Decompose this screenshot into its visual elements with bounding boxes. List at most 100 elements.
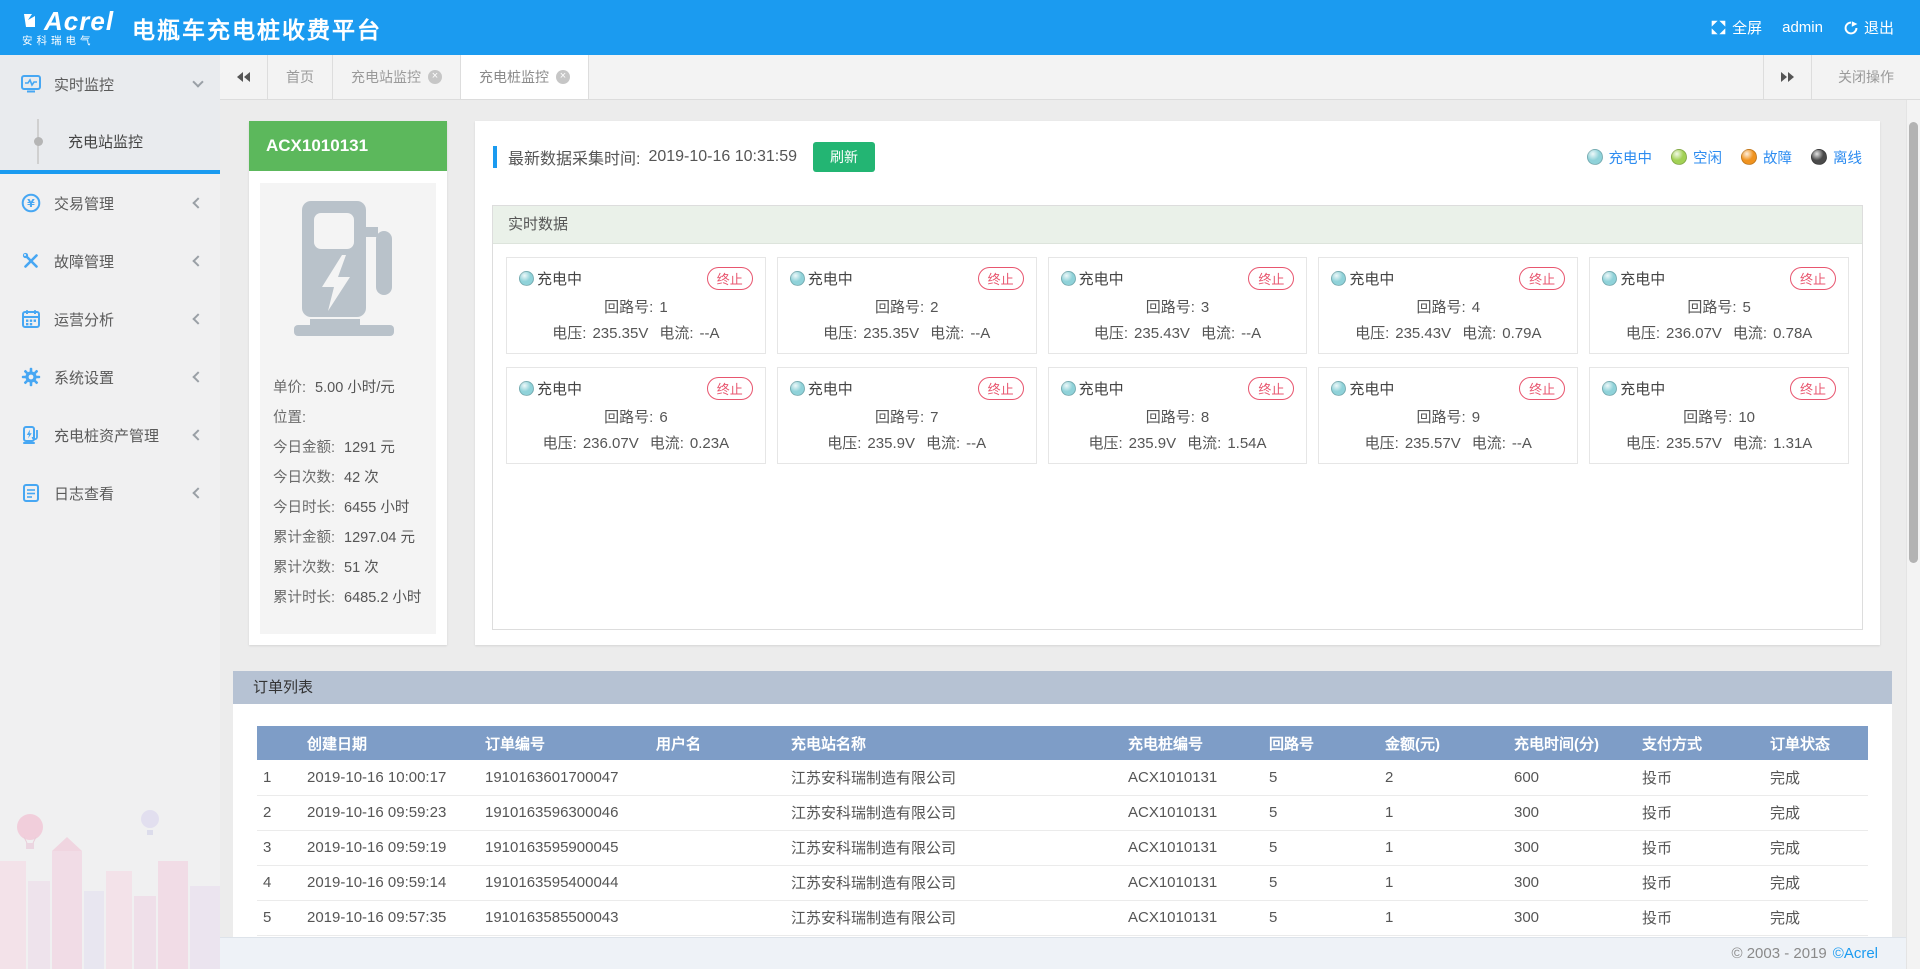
cell-pile-id: ACX1010131 — [1122, 760, 1263, 795]
circuit-no-value: 2 — [930, 299, 938, 316]
terminate-button[interactable]: 终止 — [1790, 267, 1836, 290]
device-id-header: ACX1010131 — [249, 121, 447, 171]
tab-station-monitor[interactable]: 充电站监控 — [333, 55, 461, 99]
acrel-link[interactable]: ©Acrel — [1833, 945, 1878, 962]
stat-label: 累计金额: — [273, 523, 335, 553]
stat-row: 累计金额: 1297.04 元 — [273, 523, 436, 553]
terminate-button[interactable]: 终止 — [978, 377, 1024, 400]
cell-order-status: 完成 — [1764, 865, 1868, 900]
terminate-button[interactable]: 终止 — [1519, 267, 1565, 290]
orders-table: 创建日期 订单编号 用户名 充电站名称 充电桩编号 回路号 金额(元) 充电时间… — [257, 726, 1868, 936]
circuit-number-row: 回路号: 2 — [790, 296, 1024, 317]
status-legend: 充电中 空闲 故障 离线 — [1587, 147, 1863, 168]
timeline-decoration — [37, 119, 39, 164]
circuit-status-label: 充电中 — [808, 378, 853, 399]
tabs-scroll-right-button[interactable] — [1763, 55, 1811, 99]
chevron-left-icon — [192, 197, 203, 208]
circuit-status-label: 充电中 — [1349, 378, 1394, 399]
stat-row: 累计次数: 51 次 — [273, 553, 436, 583]
cell-username — [650, 760, 785, 795]
voltage-label: 电压: — [552, 325, 586, 342]
sidebar-item-station-monitor[interactable]: 充电站监控 — [0, 113, 220, 170]
logout-label: 退出 — [1864, 17, 1894, 38]
circuit-no-label: 回路号: — [875, 299, 924, 316]
sidebar-item-logs[interactable]: 日志查看 — [0, 464, 220, 522]
circuit-number-row: 回路号:4 — [1331, 296, 1565, 317]
device-stats-list: 单价: 5.00 小时/元 位置: 今日金额: 1291 元 今日次数: 42 … — [260, 361, 436, 613]
copyright-text: © 2003 - 2019 — [1731, 945, 1826, 962]
circuit-no-label: 回路号: — [1146, 299, 1195, 316]
circuit-status-label: 充电中 — [1620, 378, 1665, 399]
device-card-body: 单价: 5.00 小时/元 位置: 今日金额: 1291 元 今日次数: 42 … — [260, 183, 436, 634]
cell-charge-minutes: 300 — [1508, 830, 1636, 865]
chevron-left-icon — [192, 255, 203, 266]
sidebar-item-analytics[interactable]: 运营分析 — [0, 290, 220, 348]
close-icon[interactable] — [428, 70, 442, 84]
sidebar-item-faults[interactable]: 故障管理 — [0, 232, 220, 290]
circuit-no-label: 回路号: — [1417, 409, 1466, 426]
logo-text: Acrel — [44, 8, 114, 34]
sidebar-item-settings[interactable]: 系统设置 — [0, 348, 220, 406]
circuit-number-row: 回路号:7 — [790, 406, 1024, 427]
sidebar-item-realtime-monitor[interactable]: 实时监控 — [0, 55, 220, 113]
circuit-status-label: 充电中 — [537, 268, 582, 289]
refresh-button[interactable]: 刷新 — [813, 142, 875, 172]
charging-status-icon — [1602, 381, 1617, 396]
cell-pay-method: 投币 — [1636, 865, 1764, 900]
tab-home[interactable]: 首页 — [268, 55, 333, 99]
stat-label: 今日金额: — [273, 433, 335, 463]
tabs-scroll-left-button[interactable] — [220, 55, 268, 99]
close-operations-button[interactable]: 关闭操作 — [1811, 55, 1920, 99]
circuit-measurements-row: 电压:235.57V电流:1.31A — [1602, 432, 1836, 453]
terminate-button[interactable]: 终止 — [1248, 267, 1294, 290]
terminate-button[interactable]: 终止 — [1790, 377, 1836, 400]
transaction-icon: ¥ — [21, 193, 41, 213]
current-value: --A — [970, 325, 990, 342]
sidebar-item-label: 故障管理 — [54, 251, 194, 272]
fullscreen-button[interactable]: 全屏 — [1710, 17, 1762, 38]
sidebar-item-transactions[interactable]: ¥ 交易管理 — [0, 174, 220, 232]
stat-value: 5.00 小时/元 — [315, 373, 395, 403]
voltage-label: 电压: — [543, 435, 577, 452]
realtime-data-title: 实时数据 — [493, 206, 1862, 244]
circuit-card-top: 充电中 终止 — [790, 377, 1024, 400]
user-menu[interactable]: admin — [1782, 19, 1823, 36]
voltage-label: 电压: — [823, 325, 857, 342]
terminate-button[interactable]: 终止 — [978, 267, 1024, 290]
circuit-number-row: 回路号:8 — [1061, 406, 1295, 427]
username: admin — [1782, 19, 1823, 36]
cell-station-name: 江苏安科瑞制造有限公司 — [785, 830, 1122, 865]
logout-button[interactable]: 退出 — [1843, 17, 1894, 38]
cell-index: 3 — [257, 830, 301, 865]
scrollbar-track[interactable] — [1906, 100, 1920, 969]
charging-status-icon — [1061, 271, 1076, 286]
close-icon[interactable] — [556, 70, 570, 84]
log-icon — [21, 483, 41, 503]
sidebar-item-label: 运营分析 — [54, 309, 194, 330]
scrollbar-thumb[interactable] — [1909, 122, 1918, 563]
idle-status-icon — [1671, 149, 1687, 165]
svg-text:¥: ¥ — [27, 197, 35, 210]
terminate-button[interactable]: 终止 — [707, 377, 753, 400]
legend-label: 充电中 — [1609, 147, 1653, 168]
current-label: 电流: — [650, 435, 684, 452]
circuit-card: 充电中 终止 回路号:10 电压:235.57V电流:1.31A — [1589, 367, 1849, 464]
terminate-button[interactable]: 终止 — [1519, 377, 1565, 400]
circuit-status-label: 充电中 — [1349, 268, 1394, 289]
charging-status-icon — [1331, 381, 1346, 396]
circuit-card-top: 充电中 终止 — [1331, 267, 1565, 290]
chevron-left-icon — [192, 429, 203, 440]
cell-username — [650, 830, 785, 865]
chevron-down-icon — [192, 76, 203, 87]
circuit-no-label: 回路号: — [604, 299, 653, 316]
cell-order-number: 1910163596300046 — [479, 795, 650, 830]
terminate-button[interactable]: 终止 — [1248, 377, 1294, 400]
tab-pile-monitor[interactable]: 充电桩监控 — [461, 55, 589, 99]
stat-value: 6485.2 小时 — [344, 583, 421, 613]
circuit-status-label: 充电中 — [1079, 268, 1124, 289]
cell-created-date: 2019-10-16 09:59:23 — [301, 795, 479, 830]
sidebar-item-pile-assets[interactable]: 充电桩资产管理 — [0, 406, 220, 464]
cell-order-status: 完成 — [1764, 830, 1868, 865]
circuit-status-label: 充电中 — [537, 378, 582, 399]
terminate-button[interactable]: 终止 — [707, 267, 753, 290]
